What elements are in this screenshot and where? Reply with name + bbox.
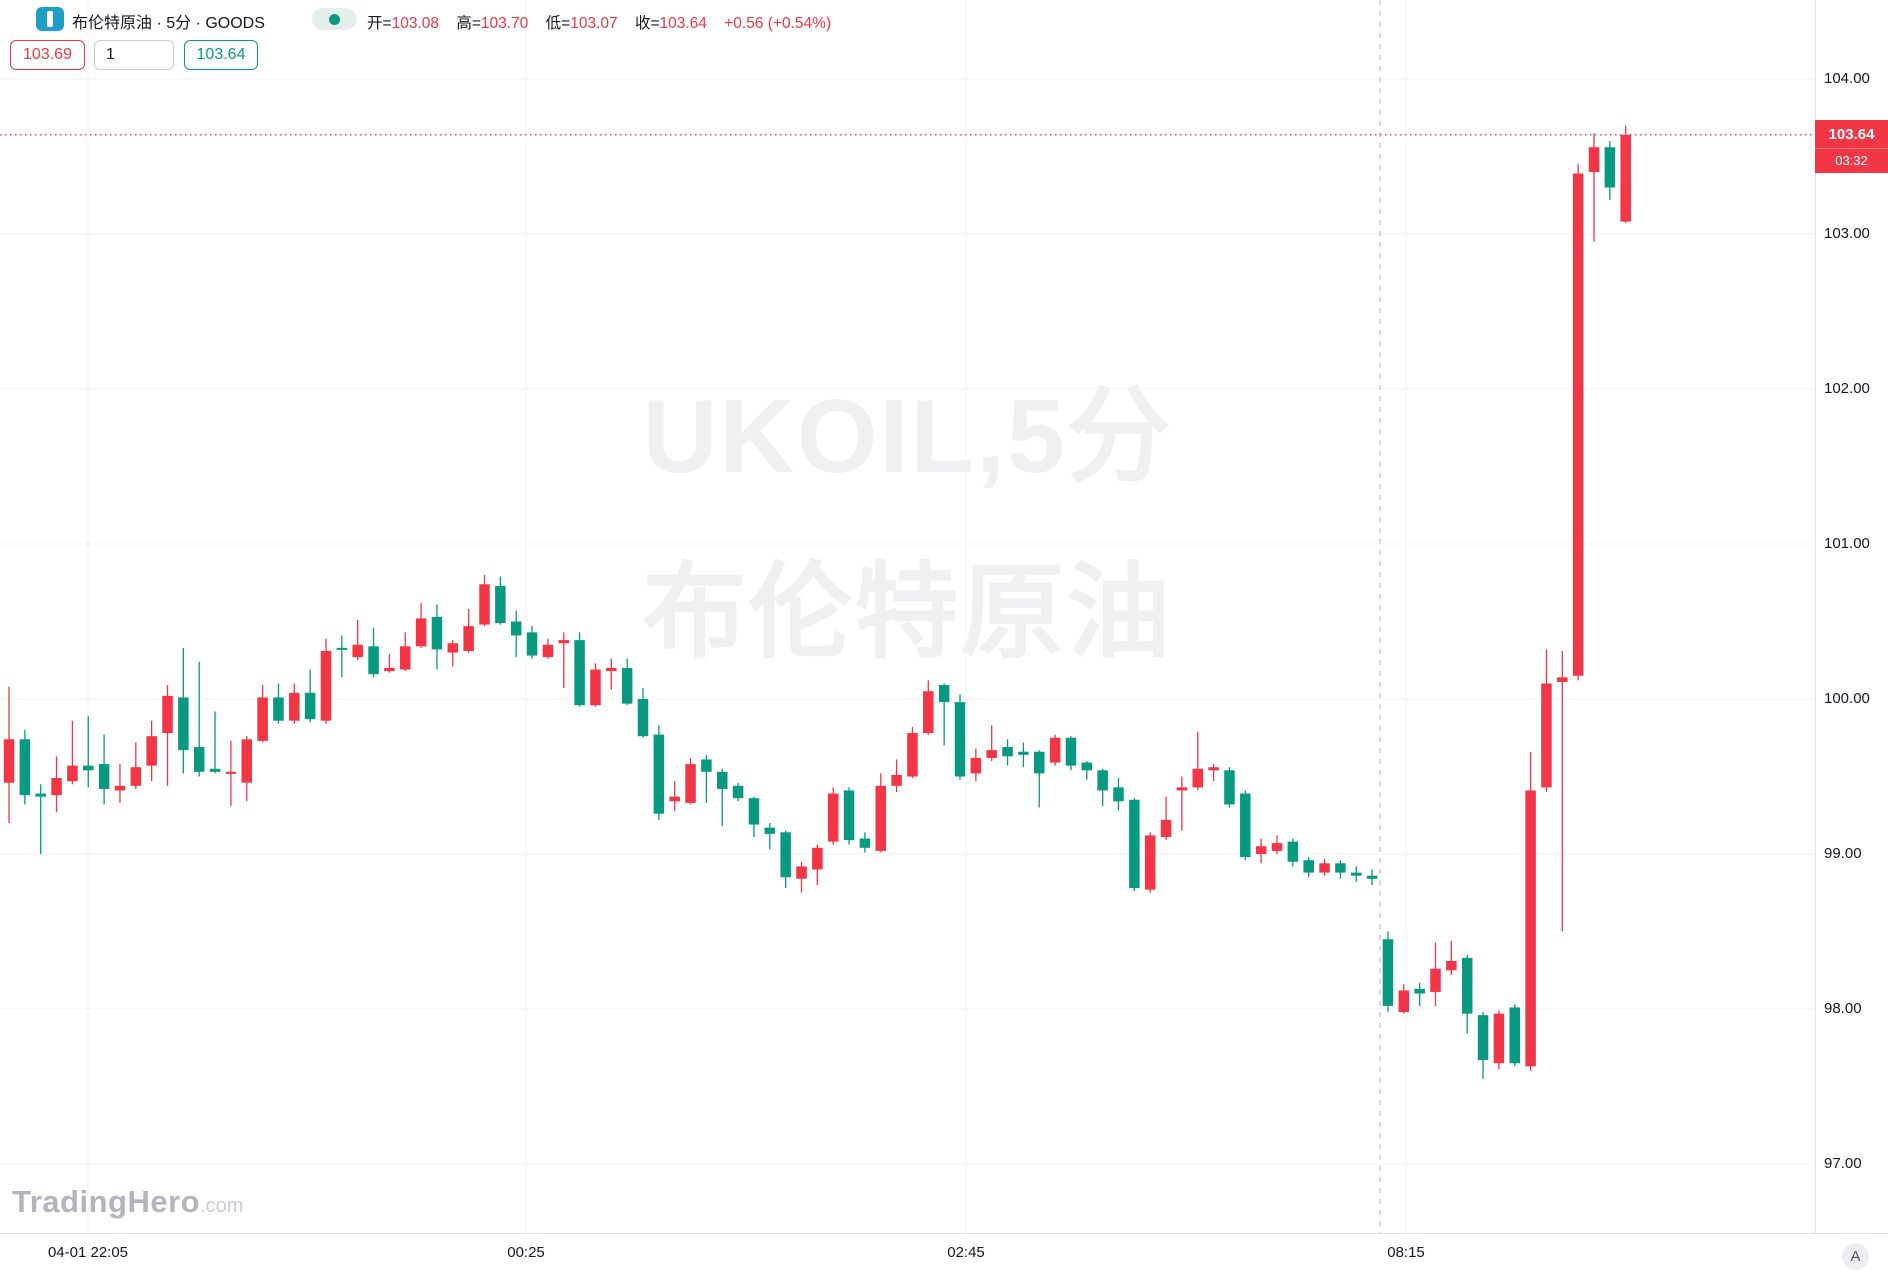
bar-countdown: 03:32 [1815,147,1888,173]
quantity-input[interactable]: 1 [94,40,174,70]
price-axis-label: 98.00 [1824,1000,1862,1017]
time-axis-label: 04-01 22:05 [47,1244,129,1261]
high-value: 103.70 [480,15,529,32]
price-axis-label: 101.00 [1824,535,1870,552]
market-status-pill[interactable] [312,8,357,30]
last-price-tag: 103.64 03:32 [1815,119,1888,173]
price-axis-label: 100.00 [1824,690,1870,707]
logo-text: TradingHero [12,1184,201,1219]
change-value: +0.56 (+0.54%) [724,15,832,32]
symbol-logo-icon[interactable] [36,7,64,31]
candle-glyph-icon [47,11,53,27]
tradinghero-logo: TradingHero.com [12,1184,243,1220]
close-label: 收 [634,15,651,32]
price-axis-label: 99.00 [1824,845,1862,862]
price-axis-label: 97.00 [1824,1155,1862,1172]
price-axis[interactable]: 104.00 103.00 102.00 101.00 100.00 99.00 98.00… [1815,0,1888,1233]
price-axis-label: 103.00 [1824,225,1870,242]
market-open-dot-icon [329,14,340,25]
low-value: 103.07 [570,15,618,32]
sell-price-button[interactable]: 103.69 [10,40,85,70]
price-axis-label: 102.00 [1824,380,1870,397]
order-button-row: 103.69 1 103.64 [10,40,258,70]
time-axis-label: 02:45 [947,1244,985,1261]
adjust-badge[interactable]: A [1842,1243,1869,1270]
logo-suffix-text: .com [200,1195,244,1217]
buy-price-button[interactable]: 103.64 [184,40,258,70]
high-label: 高 [456,15,472,32]
low-label: 低 [545,15,562,32]
symbol-title[interactable]: 布伦特原油 · 5分 · GOODS [72,15,265,32]
chart-header: 布伦特原油 · 5分 · GOODS 开=103.08 高=103.70 低=1… [0,0,1500,80]
open-label: 开 [367,15,383,32]
time-axis[interactable]: 04-01 22:05 00:25 02:45 08:15 [0,1233,1888,1271]
open-value: 103.08 [391,15,439,32]
close-value: 103.64 [659,15,707,32]
ohlc-readout: 开=103.08 高=103.70 低=103.07 收=103.64 +0.5… [367,15,832,32]
last-price-value: 103.64 [1828,125,1875,143]
time-axis-label: 08:15 [1387,1244,1425,1261]
time-axis-label: 00:25 [507,1244,545,1261]
price-axis-label: 104.00 [1824,70,1870,87]
